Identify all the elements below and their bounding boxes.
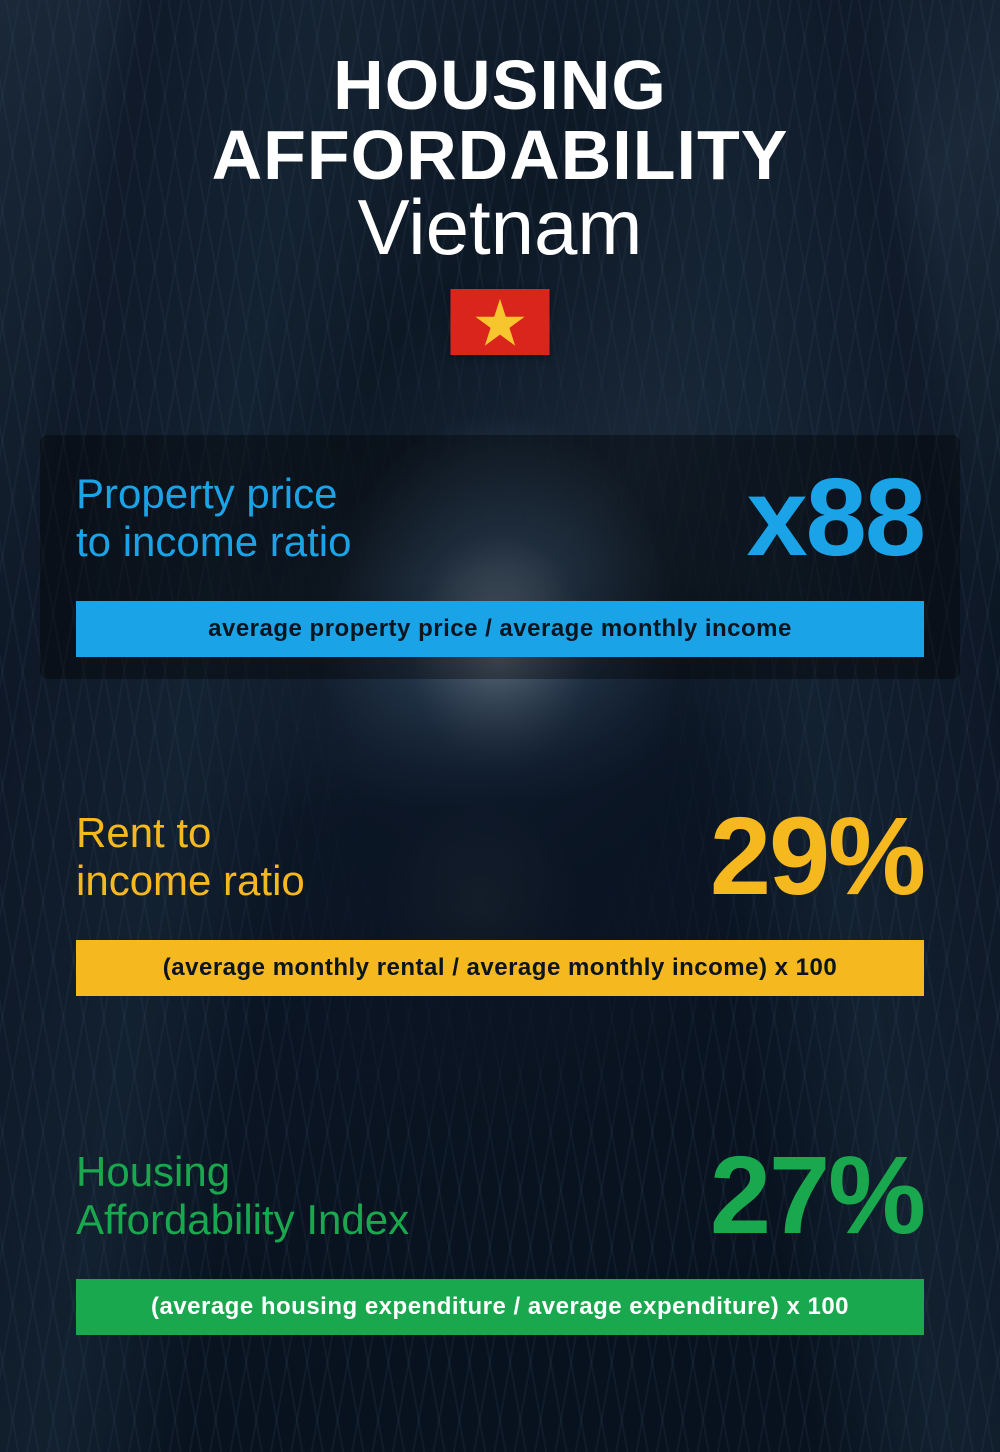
metric-card-affordability-index: Housing Affordability Index 27% (average… <box>40 1113 960 1357</box>
header: HOUSING AFFORDABILITY Vietnam <box>40 50 960 355</box>
metric-label: Housing Affordability Index <box>76 1148 409 1245</box>
country-subtitle: Vietnam <box>40 185 960 271</box>
metric-value: x88 <box>746 463 924 573</box>
metric-label: Rent to income ratio <box>76 809 305 906</box>
metric-value: 29% <box>710 802 924 912</box>
card-top-row: Housing Affordability Index 27% <box>76 1141 924 1251</box>
card-top-row: Rent to income ratio 29% <box>76 802 924 912</box>
metric-formula: average property price / average monthly… <box>76 601 924 657</box>
card-top-row: Property price to income ratio x88 <box>76 463 924 573</box>
content-container: HOUSING AFFORDABILITY Vietnam Property p… <box>0 0 1000 1452</box>
vietnam-flag-icon <box>450 289 550 355</box>
main-title: HOUSING AFFORDABILITY <box>40 50 960 190</box>
metric-formula: (average housing expenditure / average e… <box>76 1279 924 1335</box>
metric-card-rent-income: Rent to income ratio 29% (average monthl… <box>40 774 960 1018</box>
metric-card-property-price: Property price to income ratio x88 avera… <box>40 435 960 679</box>
metric-label: Property price to income ratio <box>76 470 351 567</box>
metric-formula: (average monthly rental / average monthl… <box>76 940 924 996</box>
metric-value: 27% <box>710 1141 924 1251</box>
